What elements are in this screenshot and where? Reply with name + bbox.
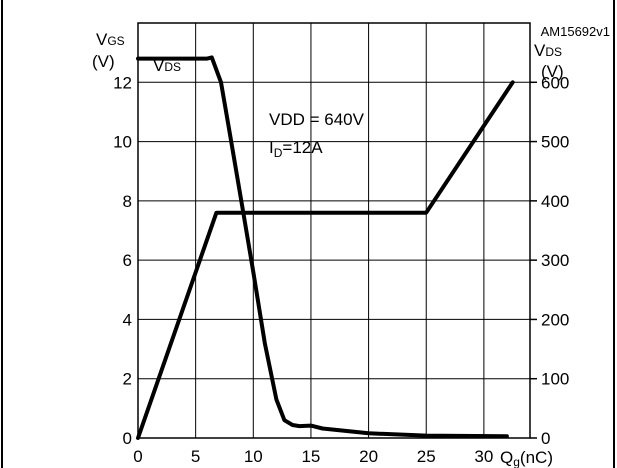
y-right-tick-label: 600	[541, 73, 569, 92]
y-right-tick-label: 500	[541, 133, 569, 152]
figure-reference: AM15692v1	[541, 24, 610, 39]
y-right-title-sub: DS	[545, 45, 562, 59]
id-annotation: ID=12A	[269, 138, 323, 160]
y-right-tick-label: 400	[541, 192, 569, 211]
y-left-tick-label: 12	[113, 73, 132, 92]
y-left-tick-label: 10	[113, 133, 132, 152]
y-left-tick-label: 8	[123, 192, 132, 211]
y-right-axis-title: VDS	[534, 41, 562, 60]
y-right-tick-label: 100	[541, 370, 569, 389]
id-annotation-rest: =12A	[282, 138, 323, 157]
id-annotation-sub: D	[274, 146, 283, 160]
y-left-title-sub: GS	[107, 34, 124, 48]
vds-series-label-sub: DS	[164, 60, 181, 74]
y-right-tick-label: 0	[541, 429, 550, 448]
series-layer	[136, 55, 515, 440]
x-tick-label: 30	[474, 447, 493, 466]
vds-series-label: VDS	[153, 56, 181, 75]
x-tick-label: 25	[417, 447, 436, 466]
y-left-tick-label: 0	[123, 429, 132, 448]
y-left-title-main: V	[96, 30, 108, 49]
x-axis-title: Qg(nC)	[500, 448, 553, 468]
x-title-sub: g	[513, 455, 520, 468]
x-tick-label: 0	[133, 447, 142, 466]
y-left-tick-label: 2	[123, 370, 132, 389]
x-tick-label: 10	[244, 447, 263, 466]
y-left-tick-label: 6	[123, 251, 132, 270]
vds-series-label-main: V	[153, 56, 165, 75]
y-left-axis-title: VGS	[96, 30, 125, 49]
ticks-layer	[530, 81, 537, 439]
x-tick-label: 15	[301, 447, 320, 466]
y-left-axis-unit: (V)	[92, 52, 115, 71]
y-right-tick-label: 300	[541, 251, 569, 270]
y-left-tick-label: 4	[123, 310, 132, 329]
series-line-vgs	[136, 80, 515, 440]
grid-layer	[138, 23, 530, 438]
x-tick-label: 20	[359, 447, 378, 466]
x-tick-label: 5	[191, 447, 200, 466]
plot-border	[137, 22, 531, 439]
y-right-axis-unit: (V)	[541, 62, 564, 81]
series-line-vds	[136, 55, 509, 439]
x-title-unit: (nC)	[520, 448, 553, 467]
x-title-main: Q	[500, 448, 513, 467]
id-annotation-main: I	[269, 138, 274, 157]
vdd-annotation: VDD = 640V	[269, 110, 365, 129]
y-right-title-main: V	[534, 41, 546, 60]
y-right-tick-label: 200	[541, 310, 569, 329]
